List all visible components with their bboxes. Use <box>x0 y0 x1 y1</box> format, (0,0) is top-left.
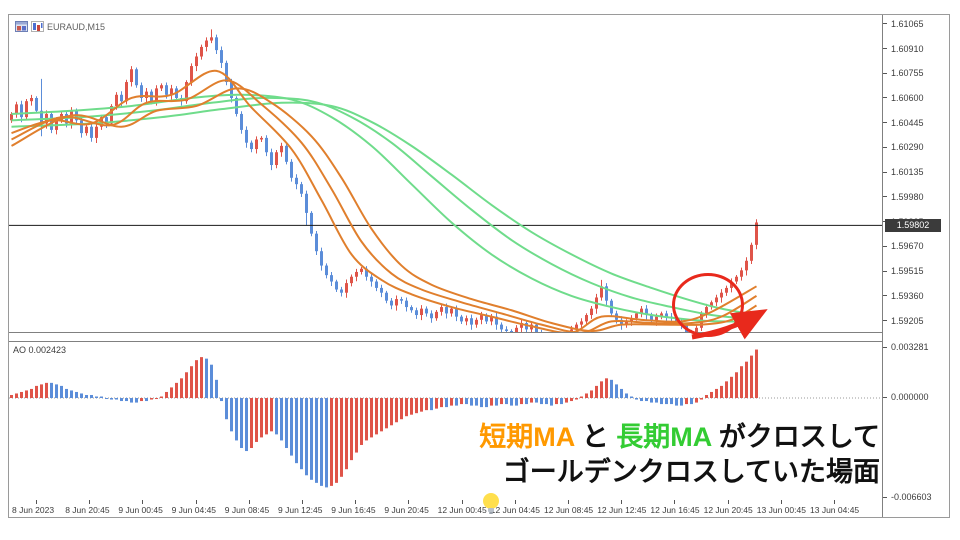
time-tick <box>514 500 516 504</box>
time-axis-label: 9 Jun 04:45 <box>171 505 217 515</box>
price-tick <box>883 97 887 98</box>
price-tick <box>883 246 887 247</box>
current-price-box: 1.59802 <box>885 219 941 233</box>
time-tick <box>780 500 782 504</box>
time-axis-label: 9 Jun 16:45 <box>331 505 376 515</box>
annotation-line2: ゴールデンクロスしていた場面 <box>479 455 880 517</box>
price-tick <box>883 73 887 74</box>
awesome-oscillator-panel[interactable]: AO 0.002423 <box>9 341 882 501</box>
golden-cross-highlight-circle <box>672 273 744 337</box>
price-axis-label: 1.60600 <box>891 92 924 103</box>
time-tick <box>89 500 91 504</box>
ao-axis-label: 0.003281 <box>891 342 929 353</box>
lightbulb-icon <box>483 493 500 514</box>
time-tick <box>834 500 835 504</box>
annotation-line1: 短期MA と 長期MA がクロスして <box>479 420 880 455</box>
chart-window-icon <box>15 21 28 32</box>
time-tick <box>621 500 623 504</box>
ao-bars-layer <box>10 349 758 488</box>
time-axis-label: 9 Jun 00:45 <box>118 505 163 515</box>
time-axis-label: 9 Jun 08:45 <box>224 505 270 515</box>
short-ma-line <box>11 69 757 332</box>
short-ma-line <box>11 87 758 332</box>
price-tick <box>883 23 887 24</box>
time-axis-label: 8 Jun 20:45 <box>65 505 110 515</box>
price-tick <box>883 172 887 173</box>
price-tick <box>883 122 887 123</box>
annotation-segment: 短期MA <box>479 422 575 452</box>
annotation-line2-text: ゴールデンクロスしていた場面 <box>502 457 880 487</box>
ao-tick <box>883 397 887 398</box>
price-axis-label: 1.60755 <box>891 68 924 79</box>
price-tick <box>883 271 887 272</box>
long-ma-line <box>11 101 757 317</box>
annotation-segment: 長期MA <box>616 422 712 452</box>
time-axis-label: 12 Jun 16:45 <box>650 505 700 515</box>
annotation-text: 短期MA と 長期MA がクロスして ゴールデンクロスしていた場面 <box>479 420 880 517</box>
price-axis-label: 1.60910 <box>891 43 924 54</box>
time-tick <box>142 500 144 504</box>
price-axis-label: 1.59980 <box>891 191 924 202</box>
price-axis-label: 1.59515 <box>891 266 924 277</box>
time-axis-label: 12 Jun 12:45 <box>597 505 647 515</box>
ao-tick <box>883 497 887 498</box>
time-tick <box>355 500 357 504</box>
time-tick <box>36 500 37 504</box>
time-tick <box>248 500 250 504</box>
time-axis[interactable]: 8 Jun 2023 8 Jun 20:45 9 Jun 00:45 9 Jun 04… <box>9 500 882 517</box>
time-axis-label: 12 Jun 04:45 <box>490 505 540 515</box>
time-tick <box>674 500 676 504</box>
time-axis-label: 12 Jun 00:45 <box>437 505 487 515</box>
time-axis-label: 12 Jun 08:45 <box>544 505 594 515</box>
price-tick <box>883 320 887 321</box>
candlestick-type-icon <box>31 21 44 32</box>
time-tick <box>408 500 410 504</box>
symbol-label: EURAUD,M15 <box>15 21 105 32</box>
chart-window: EURAUD,M15 AO 0.002423 8 Jun 2023 8 Jun 2… <box>8 14 950 518</box>
ao-indicator-label: AO 0.002423 <box>13 345 67 355</box>
price-tick <box>883 295 887 296</box>
time-tick <box>302 500 303 504</box>
time-axis-label: 12 Jun 20:45 <box>703 505 753 515</box>
time-axis-label: 9 Jun 12:45 <box>278 505 323 515</box>
time-tick <box>461 500 463 504</box>
ao-histogram[interactable] <box>9 342 882 500</box>
annotation-segment: がクロスして <box>711 422 880 452</box>
price-axis-label: 1.59205 <box>891 315 924 326</box>
time-axis-label: 13 Jun 00:45 <box>756 505 806 515</box>
price-tick <box>883 196 887 197</box>
time-tick <box>568 500 569 504</box>
price-axis-label: 1.60445 <box>891 117 924 128</box>
time-axis-label: 13 Jun 04:45 <box>810 505 860 515</box>
ao-tick <box>883 347 887 348</box>
time-axis-label: 9 Jun 20:45 <box>384 505 429 515</box>
price-axis-label: 1.59670 <box>891 241 924 252</box>
price-axis-label: 1.59360 <box>891 290 924 301</box>
time-tick <box>195 500 197 504</box>
annotation-segment: と <box>574 422 617 452</box>
price-tick <box>883 48 887 49</box>
price-axis-label: 1.60290 <box>891 142 924 153</box>
candlestick-chart[interactable] <box>9 15 882 332</box>
time-axis-label: 8 Jun 2023 <box>12 505 55 515</box>
price-axis-label: 1.61065 <box>891 18 924 29</box>
price-scale[interactable]: 1.59802 1.61065 1.60910 1.60755 1.60600 1.60… <box>882 15 949 517</box>
price-chart-panel[interactable]: EURAUD,M15 <box>9 15 882 337</box>
ao-axis-label: -0.006603 <box>891 492 932 503</box>
price-tick <box>883 147 887 148</box>
price-axis-label: 1.60135 <box>891 167 924 178</box>
time-tick <box>727 500 729 504</box>
short-ma-line <box>11 79 758 332</box>
ao-axis-label: 0.000000 <box>891 392 929 403</box>
symbol-timeframe-text: EURAUD,M15 <box>47 21 106 32</box>
